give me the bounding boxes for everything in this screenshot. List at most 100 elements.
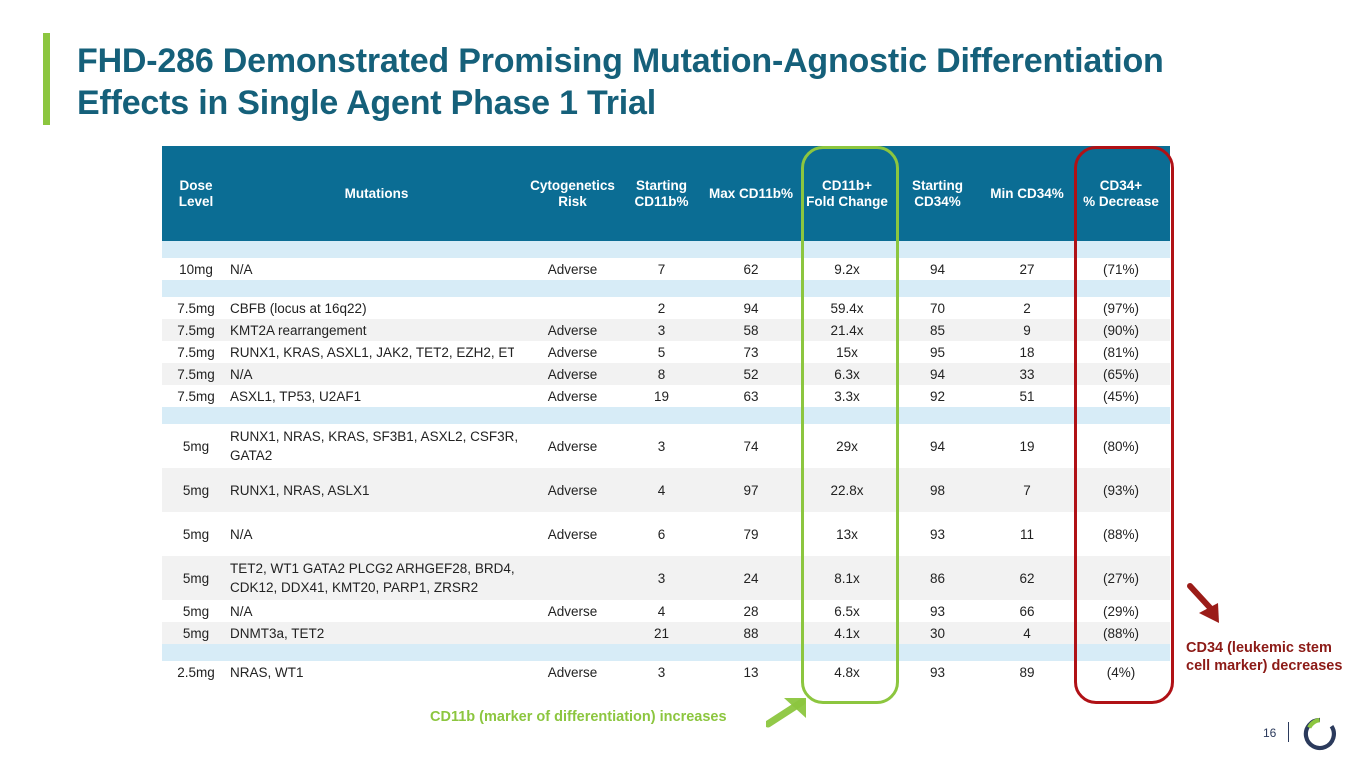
cell-max-cd11b: 73: [701, 341, 801, 363]
cell-cd34-decrease: (90%): [1072, 319, 1170, 341]
cell-starting-cd11b: 19: [622, 385, 701, 407]
cell-cytogenetics-risk: Adverse: [523, 385, 622, 407]
cell-cd11b-fold: 8.1x: [801, 556, 893, 600]
cell-cd34-decrease: (81%): [1072, 341, 1170, 363]
table-separator-row: [162, 407, 1170, 424]
cell-cd11b-fold: 13x: [801, 512, 893, 556]
separator-cell: [162, 407, 1170, 424]
cell-mutations: CBFB (locus at 16q22): [230, 297, 523, 319]
column-header-line2: Fold Change: [806, 193, 888, 209]
cell-dose-level: 5mg: [162, 468, 230, 512]
column-header-max_cd11b[interactable]: Max CD11b%: [701, 146, 801, 241]
column-header-line1: Mutations: [344, 185, 409, 201]
column-header-min_cd34[interactable]: Min CD34%: [982, 146, 1072, 241]
table-row[interactable]: 5mg N/A Adverse 6 79 13x 93 11 (88%): [162, 512, 1170, 556]
table-row[interactable]: 5mg RUNX1, NRAS, ASLX1 Adverse 4 97 22.8x 98 7(…: [162, 468, 1170, 512]
cell-mutations: RUNX1, NRAS, ASLX1: [230, 468, 523, 512]
table-row[interactable]: 5mg RUNX1, NRAS, KRAS, SF3B1, ASXL2, CSF3…: [162, 424, 1170, 468]
cell-cd11b-fold: 4.1x: [801, 622, 893, 644]
footer-divider: [1288, 722, 1289, 742]
cell-starting-cd11b: 21: [622, 622, 701, 644]
table-row[interactable]: 7.5mg ASXL1, TP53, U2AF1 Adverse 19 63 3.3x 92…: [162, 385, 1170, 407]
cell-cd11b-fold: 21.4x: [801, 319, 893, 341]
cell-cd11b-fold: 3.3x: [801, 385, 893, 407]
column-header-line1: Starting: [635, 177, 687, 193]
cell-cd11b-fold: 9.2x: [801, 258, 893, 280]
cell-mutations: RUNX1, KRAS, ASXL1, JAK2, TET2, EZH2, ET…: [230, 341, 523, 363]
table-row[interactable]: 7.5mg RUNX1, KRAS, ASXL1, JAK2, TET2, EZH…: [162, 341, 1170, 363]
table-row[interactable]: 5mg N/A Adverse 4 28 6.5x 93 66 (29%): [162, 600, 1170, 622]
arrow-down-right-icon: [1187, 583, 1219, 623]
table-row[interactable]: 7.5mg N/A Adverse 8 52 6.3x 94 33 (65%): [162, 363, 1170, 385]
table-body: 10mg N/A Adverse 7 62 9.2x 94 27 (71%) 7.5mg CBFB …: [162, 241, 1170, 683]
cell-cd34-decrease: (71%): [1072, 258, 1170, 280]
cd34-annotation-label: CD34 (leukemic stem cell marker) decreas…: [1186, 640, 1343, 674]
column-header-starting_cd34[interactable]: Starting CD34%: [893, 146, 982, 241]
cell-mutations: TET2, WT1 GATA2 PLCG2 ARHGEF28, BRD4, CD…: [230, 556, 523, 600]
column-header-cd34_decrease[interactable]: CD34+% Decrease: [1072, 146, 1170, 241]
cell-cytogenetics-risk: Adverse: [523, 363, 622, 385]
column-header-line2: CD34%: [914, 193, 961, 209]
cell-starting-cd11b: 3: [622, 424, 701, 468]
column-header-line1: CD34+: [1099, 177, 1143, 193]
table-row[interactable]: 5mg TET2, WT1 GATA2 PLCG2 ARHGEF28, BRD4,…: [162, 556, 1170, 600]
cell-min-cd34: 18: [982, 341, 1072, 363]
cell-max-cd11b: 28: [701, 600, 801, 622]
table-row[interactable]: 2.5mg NRAS, WT1 Adverse 3 13 4.8x 93 89 (4%): [162, 661, 1170, 683]
cell-cytogenetics-risk: Adverse: [523, 661, 622, 683]
cell-starting-cd34: 93: [893, 600, 982, 622]
table-row[interactable]: 10mg N/A Adverse 7 62 9.2x 94 27 (71%): [162, 258, 1170, 280]
separator-cell: [162, 644, 1170, 661]
cell-dose-level: 2.5mg: [162, 661, 230, 683]
cell-min-cd34: 9: [982, 319, 1072, 341]
table-row[interactable]: 5mg DNMT3a, TET2 21 88 4.1x 30 4 (88%): [162, 622, 1170, 644]
cell-starting-cd34: 94: [893, 258, 982, 280]
cell-starting-cd34: 94: [893, 424, 982, 468]
cell-cytogenetics-risk: Adverse: [523, 512, 622, 556]
table-row[interactable]: 7.5mg CBFB (locus at 16q22) 2 94 59.4x 70 2 (97…: [162, 297, 1170, 319]
cell-dose-level: 7.5mg: [162, 341, 230, 363]
column-header-line1: Starting: [911, 177, 963, 193]
separator-cell: [162, 280, 1170, 297]
column-header-cd11b_fold[interactable]: CD11b+ Fold Change: [801, 146, 893, 241]
page-title: FHD-286 Demonstrated Promising Mutation-…: [77, 42, 1164, 122]
cell-starting-cd11b: 8: [622, 363, 701, 385]
title-accent-bar: [43, 33, 50, 125]
cell-cd11b-fold: 15x: [801, 341, 893, 363]
cell-max-cd11b: 94: [701, 297, 801, 319]
mutations-text: N/A: [230, 261, 253, 277]
column-header-line2: % Decrease: [1083, 193, 1159, 209]
cell-starting-cd34: 93: [893, 661, 982, 683]
cell-cd34-decrease: (97%): [1072, 297, 1170, 319]
cell-mutations: ASXL1, TP53, U2AF1: [230, 385, 523, 407]
table-separator-row: [162, 644, 1170, 661]
column-header-starting_cd11b[interactable]: Starting CD11b%: [622, 146, 701, 241]
cell-max-cd11b: 79: [701, 512, 801, 556]
cell-cd34-decrease: (27%): [1072, 556, 1170, 600]
cell-min-cd34: 89: [982, 661, 1072, 683]
cell-starting-cd11b: 3: [622, 319, 701, 341]
cell-dose-level: 5mg: [162, 424, 230, 468]
table-header-row: Dose Level Mutations Cytogenetics Risk Starti…: [162, 146, 1170, 241]
column-header-mutations[interactable]: Mutations: [230, 146, 523, 241]
mutations-text: CBFB (locus at 16q22): [230, 300, 367, 316]
cell-min-cd34: 33: [982, 363, 1072, 385]
cell-cd34-decrease: (29%): [1072, 600, 1170, 622]
column-header-line2: Risk: [558, 193, 587, 209]
cell-dose-level: 10mg: [162, 258, 230, 280]
cell-starting-cd11b: 6: [622, 512, 701, 556]
cell-starting-cd34: 86: [893, 556, 982, 600]
column-header-line1: Max CD11b%: [708, 185, 794, 201]
table-separator-row: [162, 241, 1170, 258]
cell-cd11b-fold: 29x: [801, 424, 893, 468]
cell-cd34-decrease: (65%): [1072, 363, 1170, 385]
column-header-line1: Min CD34%: [990, 185, 1064, 201]
table-row[interactable]: 7.5mg KMT2A rearrangement Adverse 3 58 21.4x 8…: [162, 319, 1170, 341]
column-header-cytogenetics[interactable]: Cytogenetics Risk: [523, 146, 622, 241]
cell-cd34-decrease: (80%): [1072, 424, 1170, 468]
cell-max-cd11b: 52: [701, 363, 801, 385]
cell-min-cd34: 62: [982, 556, 1072, 600]
brand-logo-icon: [1303, 717, 1336, 751]
column-header-dose_level[interactable]: Dose Level: [162, 146, 230, 241]
mutations-text: N/A: [230, 603, 253, 619]
